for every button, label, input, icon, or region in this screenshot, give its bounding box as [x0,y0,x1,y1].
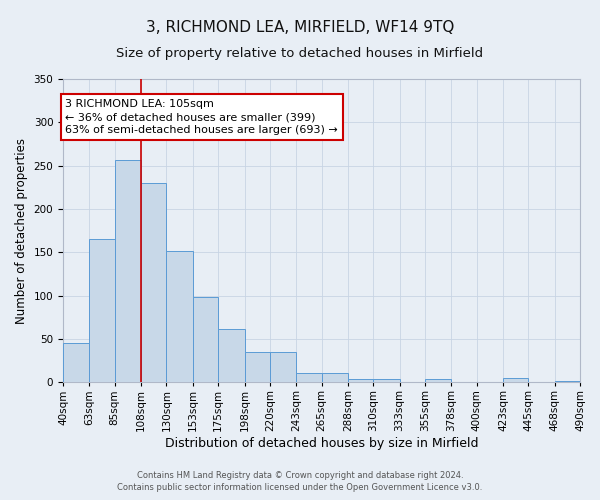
Y-axis label: Number of detached properties: Number of detached properties [15,138,28,324]
Bar [373,379,400,382]
Text: Size of property relative to detached houses in Mirfield: Size of property relative to detached ho… [116,48,484,60]
Bar [348,379,373,382]
Text: 3, RICHMOND LEA, MIRFIELD, WF14 9TQ: 3, RICHMOND LEA, MIRFIELD, WF14 9TQ [146,20,454,35]
Bar [89,240,115,382]
Bar [555,380,580,382]
Bar [503,378,529,382]
Bar [218,328,245,382]
Bar [63,344,89,382]
Bar [115,160,141,382]
Bar [296,373,322,382]
Bar [425,379,451,382]
Bar [270,352,296,382]
Bar [193,298,218,382]
Bar [322,373,348,382]
X-axis label: Distribution of detached houses by size in Mirfield: Distribution of detached houses by size … [165,437,478,450]
Text: 3 RICHMOND LEA: 105sqm
← 36% of detached houses are smaller (399)
63% of semi-de: 3 RICHMOND LEA: 105sqm ← 36% of detached… [65,99,338,136]
Bar [245,352,270,382]
Bar [141,183,166,382]
Bar [166,250,193,382]
Text: Contains HM Land Registry data © Crown copyright and database right 2024.
Contai: Contains HM Land Registry data © Crown c… [118,471,482,492]
